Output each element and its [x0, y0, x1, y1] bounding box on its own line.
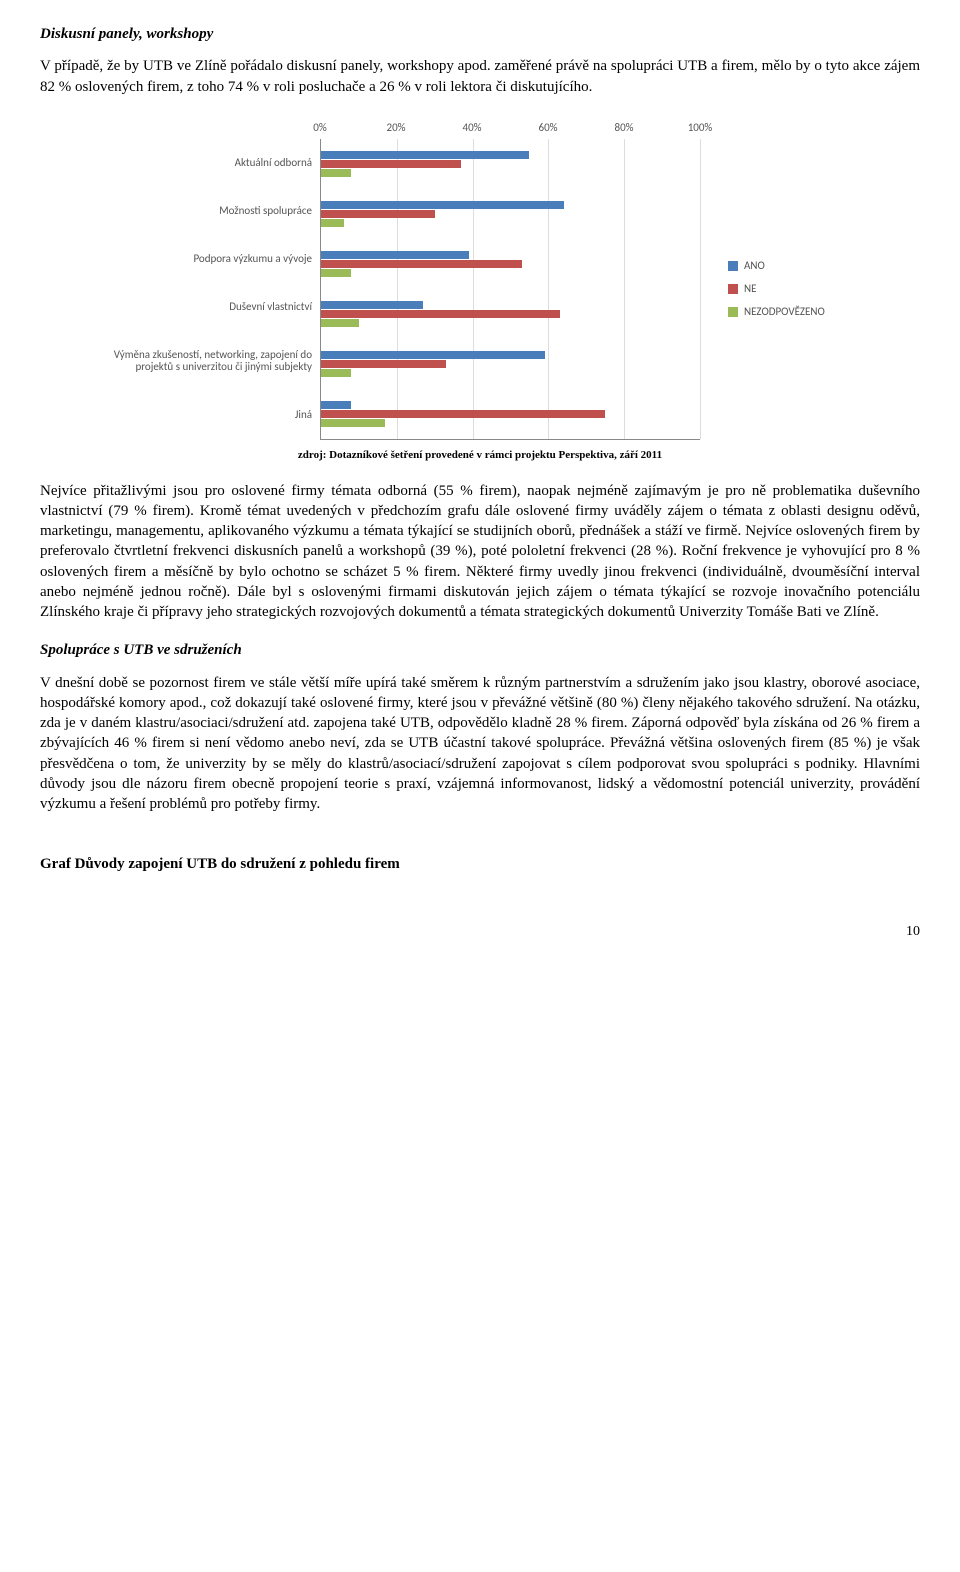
legend-swatch — [728, 261, 738, 271]
category-label: Aktuální odborná — [90, 157, 312, 169]
legend-label: ANO — [744, 259, 765, 274]
x-tick: 0% — [313, 121, 326, 136]
bar-group — [321, 351, 700, 377]
category-label: Výměna zkušeností, networking, zapojení … — [90, 349, 312, 373]
bar-group — [321, 301, 700, 327]
bar — [321, 269, 351, 277]
bar — [321, 210, 435, 218]
paragraph-2: V dnešní době se pozornost firem ve stál… — [40, 673, 920, 815]
bar — [321, 360, 446, 368]
x-tick: 60% — [538, 121, 557, 136]
x-tick: 40% — [462, 121, 481, 136]
chart-caption: zdroj: Dotazníkové šetření provedené v r… — [40, 448, 920, 463]
bar-group — [321, 201, 700, 227]
legend-swatch — [728, 284, 738, 294]
bar — [321, 301, 423, 309]
legend-swatch — [728, 307, 738, 317]
bar — [321, 151, 529, 159]
x-axis-top: 0%20%40%60%80%100% — [320, 121, 700, 139]
legend-item: NE — [728, 282, 870, 297]
category-label: Jiná — [90, 409, 312, 421]
category-label: Možnosti spolupráce — [90, 205, 312, 217]
bar — [321, 260, 522, 268]
page-number: 10 — [40, 923, 920, 942]
section-title-1: Diskusní panely, workshopy — [40, 24, 920, 44]
legend-item: NEZODPOVĚZENO — [728, 305, 870, 320]
plot-area — [320, 139, 700, 440]
x-tick: 20% — [386, 121, 405, 136]
bar — [321, 369, 351, 377]
bar — [321, 201, 564, 209]
y-axis-labels: Aktuální odborná Možnosti spolupráce Podpo… — [90, 139, 320, 439]
x-tick: 100% — [688, 121, 713, 136]
legend-item: ANO — [728, 259, 870, 274]
x-tick: 80% — [614, 121, 633, 136]
bar-group — [321, 151, 700, 177]
bar-group — [321, 401, 700, 427]
bar — [321, 219, 344, 227]
bar — [321, 419, 385, 427]
category-label: Duševní vlastnictví — [90, 301, 312, 313]
bar — [321, 160, 461, 168]
bar-group — [321, 251, 700, 277]
chart-legend: ANO NE NEZODPOVĚZENO — [700, 259, 870, 320]
bar — [321, 351, 545, 359]
bar — [321, 251, 469, 259]
bar — [321, 310, 560, 318]
bar — [321, 410, 605, 418]
bar — [321, 169, 351, 177]
category-label: Podpora výzkumu a vývoje — [90, 253, 312, 265]
section-title-2: Spolupráce s UTB ve sdruženích — [40, 640, 920, 660]
bar-chart: 0% 20% 40% 60% 80% 100% Aktuální odborná Možno… — [90, 121, 870, 440]
bar — [321, 401, 351, 409]
graf-title: Graf Důvody zapojení UTB do sdružení z p… — [40, 854, 920, 874]
intro-paragraph-1: V případě, že by UTB ve Zlíně pořádalo d… — [40, 56, 920, 97]
legend-label: NE — [744, 282, 756, 297]
bar — [321, 319, 359, 327]
legend-label: NEZODPOVĚZENO — [744, 305, 825, 320]
analysis-paragraph: Nejvíce přitažlivými jsou pro oslovené f… — [40, 481, 920, 623]
